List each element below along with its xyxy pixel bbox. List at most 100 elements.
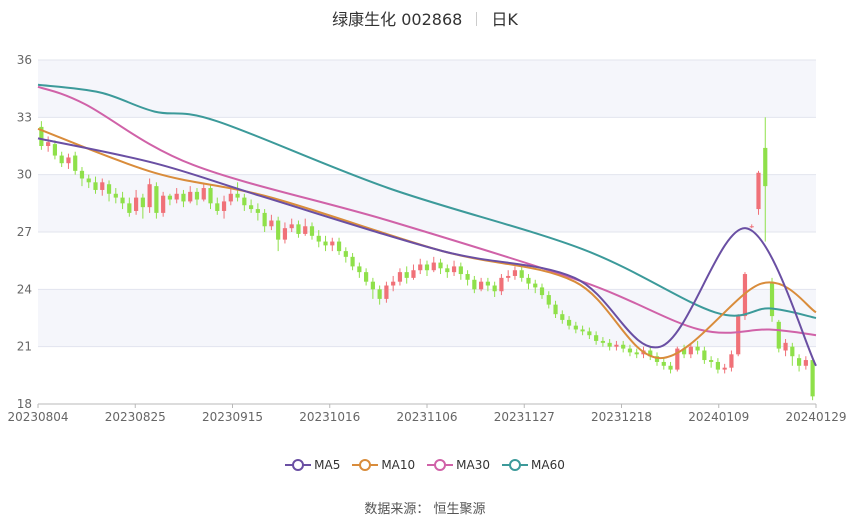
candle[interactable] <box>255 203 260 221</box>
candle[interactable] <box>790 342 795 366</box>
candle[interactable] <box>336 237 342 255</box>
candle[interactable] <box>106 180 112 202</box>
candle[interactable] <box>519 266 524 282</box>
candle[interactable] <box>526 274 531 290</box>
candle[interactable] <box>424 260 430 276</box>
candle[interactable] <box>181 189 186 208</box>
candle[interactable] <box>492 281 497 297</box>
candle[interactable] <box>763 117 768 242</box>
candle[interactable] <box>512 266 518 280</box>
candle[interactable] <box>167 193 173 206</box>
candle[interactable] <box>533 279 538 294</box>
candle[interactable] <box>479 277 484 292</box>
candle[interactable] <box>594 331 599 345</box>
candle[interactable] <box>411 264 416 280</box>
candle[interactable] <box>675 346 680 372</box>
candle[interactable] <box>201 184 206 202</box>
candle[interactable] <box>309 222 315 240</box>
candle[interactable] <box>364 268 369 286</box>
candle[interactable] <box>79 167 85 187</box>
candle[interactable] <box>242 193 247 211</box>
candle[interactable] <box>709 356 714 368</box>
candle[interactable] <box>458 262 463 280</box>
candle[interactable] <box>648 346 653 361</box>
period-tab[interactable]: 日K <box>491 10 518 29</box>
candle[interactable] <box>431 256 436 273</box>
candle[interactable] <box>404 266 409 284</box>
candle[interactable] <box>147 178 152 213</box>
candle[interactable] <box>621 340 626 353</box>
candle[interactable] <box>472 275 477 294</box>
legend-item-ma60[interactable]: MA60 <box>502 458 565 472</box>
candle[interactable] <box>445 264 450 278</box>
candle[interactable] <box>323 235 328 252</box>
candle[interactable] <box>722 363 727 374</box>
candle[interactable] <box>614 340 619 351</box>
candle[interactable] <box>485 277 490 292</box>
candle[interactable] <box>296 220 301 238</box>
candle[interactable] <box>580 325 585 336</box>
candle[interactable] <box>749 224 754 229</box>
candle[interactable] <box>262 209 267 232</box>
candle[interactable] <box>736 314 741 357</box>
candle[interactable] <box>188 186 193 204</box>
candle[interactable] <box>221 195 227 219</box>
candle[interactable] <box>46 136 51 152</box>
legend-item-ma10[interactable]: MA10 <box>352 458 415 472</box>
candle[interactable] <box>451 260 457 276</box>
candle[interactable] <box>654 352 660 366</box>
candle[interactable] <box>357 262 362 278</box>
candle[interactable] <box>742 272 748 320</box>
candle[interactable] <box>803 356 808 370</box>
candle[interactable] <box>566 316 572 330</box>
candle[interactable] <box>100 178 105 196</box>
candle[interactable] <box>140 193 145 219</box>
candle[interactable] <box>194 188 200 206</box>
candle[interactable] <box>688 342 693 359</box>
candle[interactable] <box>235 182 240 202</box>
candle[interactable] <box>600 337 605 347</box>
candle[interactable] <box>539 283 545 299</box>
candle[interactable] <box>73 151 78 175</box>
candle[interactable] <box>215 197 220 215</box>
candle[interactable] <box>465 270 470 286</box>
candle[interactable] <box>391 275 396 292</box>
candle[interactable] <box>695 340 700 355</box>
candle[interactable] <box>506 270 511 282</box>
candle[interactable] <box>377 285 382 305</box>
candle[interactable] <box>269 214 274 231</box>
candle[interactable] <box>208 184 213 210</box>
candle[interactable] <box>93 176 98 194</box>
candle[interactable] <box>553 300 558 318</box>
candle[interactable] <box>330 237 335 252</box>
candle[interactable] <box>350 253 355 271</box>
legend-item-ma5[interactable]: MA5 <box>285 458 340 472</box>
candle[interactable] <box>681 344 687 359</box>
candle[interactable] <box>39 121 44 150</box>
legend-item-ma30[interactable]: MA30 <box>427 458 490 472</box>
candle[interactable] <box>668 361 673 374</box>
candle[interactable] <box>702 346 707 364</box>
candle[interactable] <box>276 216 281 252</box>
candle[interactable] <box>161 191 166 217</box>
candle[interactable] <box>127 197 132 217</box>
candle[interactable] <box>249 199 254 213</box>
candle[interactable] <box>343 247 348 263</box>
candle[interactable] <box>113 188 118 204</box>
candle[interactable] <box>282 222 288 244</box>
candle[interactable] <box>397 268 403 286</box>
candle[interactable] <box>546 291 551 309</box>
candle[interactable] <box>316 230 321 248</box>
candle[interactable] <box>120 191 125 210</box>
candle[interactable] <box>661 358 666 370</box>
candle[interactable] <box>499 274 504 296</box>
candle[interactable] <box>370 277 375 299</box>
candle[interactable] <box>756 170 761 215</box>
candle[interactable] <box>769 277 775 322</box>
candle[interactable] <box>133 189 139 215</box>
candle[interactable] <box>627 344 633 357</box>
candle[interactable] <box>174 188 179 204</box>
candle[interactable] <box>729 350 734 372</box>
candle[interactable] <box>289 218 294 232</box>
candle[interactable] <box>796 354 802 372</box>
